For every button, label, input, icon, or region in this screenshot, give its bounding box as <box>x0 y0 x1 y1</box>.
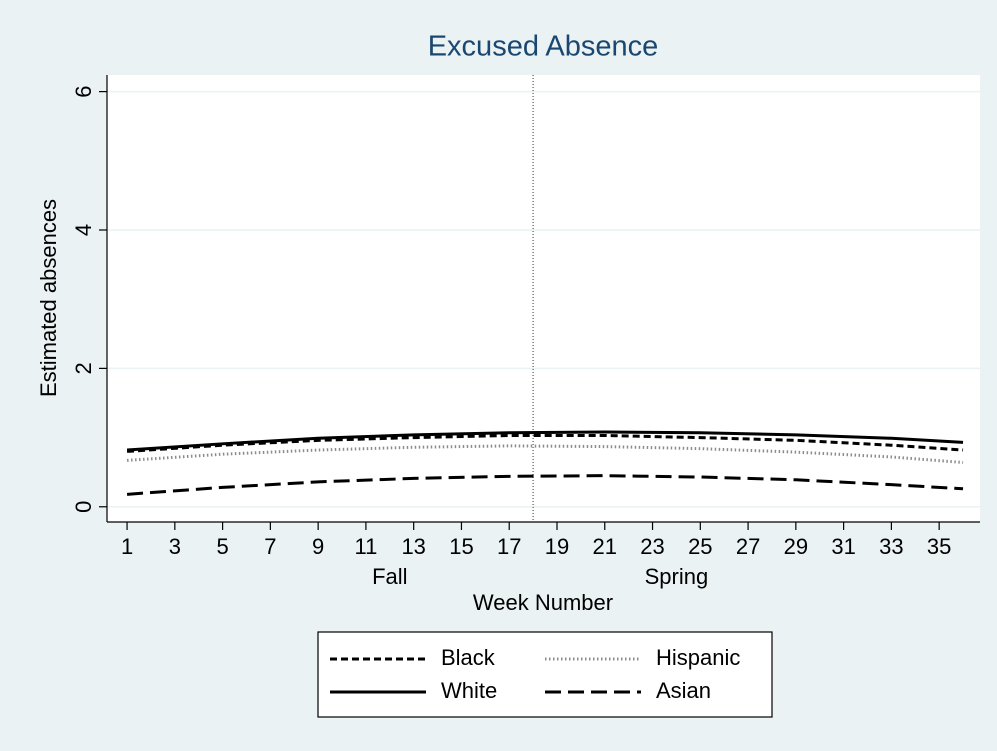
y-tick-label: 4 <box>71 224 96 236</box>
x-tick-label: 31 <box>831 534 855 559</box>
legend <box>317 631 773 718</box>
x-tick-label: 3 <box>169 534 181 559</box>
y-axis-label: Estimated absences <box>36 199 61 397</box>
period-label: Fall <box>372 564 407 589</box>
y-tick-label: 2 <box>71 362 96 374</box>
series-line <box>126 474 964 496</box>
x-tick-label: 15 <box>449 534 473 559</box>
x-tick-label: 21 <box>593 534 617 559</box>
x-tick-label: 17 <box>497 534 521 559</box>
x-tick-label: 1 <box>121 534 133 559</box>
x-tick-label: 7 <box>264 534 276 559</box>
legend-label: Asian <box>656 678 711 703</box>
legend-label: Black <box>441 645 496 670</box>
x-tick-label: 27 <box>736 534 760 559</box>
legend-label: Hispanic <box>656 645 740 670</box>
plot-area <box>107 75 980 522</box>
chart-title: Excused Absence <box>428 31 659 63</box>
y-tick-label: 6 <box>71 85 96 97</box>
series-line <box>126 444 964 464</box>
y-tick-label: 0 <box>71 501 96 513</box>
x-tick-label: 19 <box>545 534 569 559</box>
x-tick-label: 35 <box>927 534 951 559</box>
x-tick-label: 33 <box>879 534 903 559</box>
period-label: Spring <box>645 564 709 589</box>
x-tick-label: 5 <box>216 534 228 559</box>
x-tick-label: 11 <box>354 534 377 559</box>
x-tick-label: 25 <box>688 534 712 559</box>
x-tick-label: 13 <box>401 534 425 559</box>
x-tick-label: 9 <box>312 534 324 559</box>
x-tick-label: 23 <box>640 534 664 559</box>
series-line <box>126 434 964 453</box>
x-tick-label: 29 <box>784 534 808 559</box>
legend-label: White <box>441 678 497 703</box>
x-axis-label: Week Number <box>473 590 613 615</box>
series-line <box>126 430 964 452</box>
